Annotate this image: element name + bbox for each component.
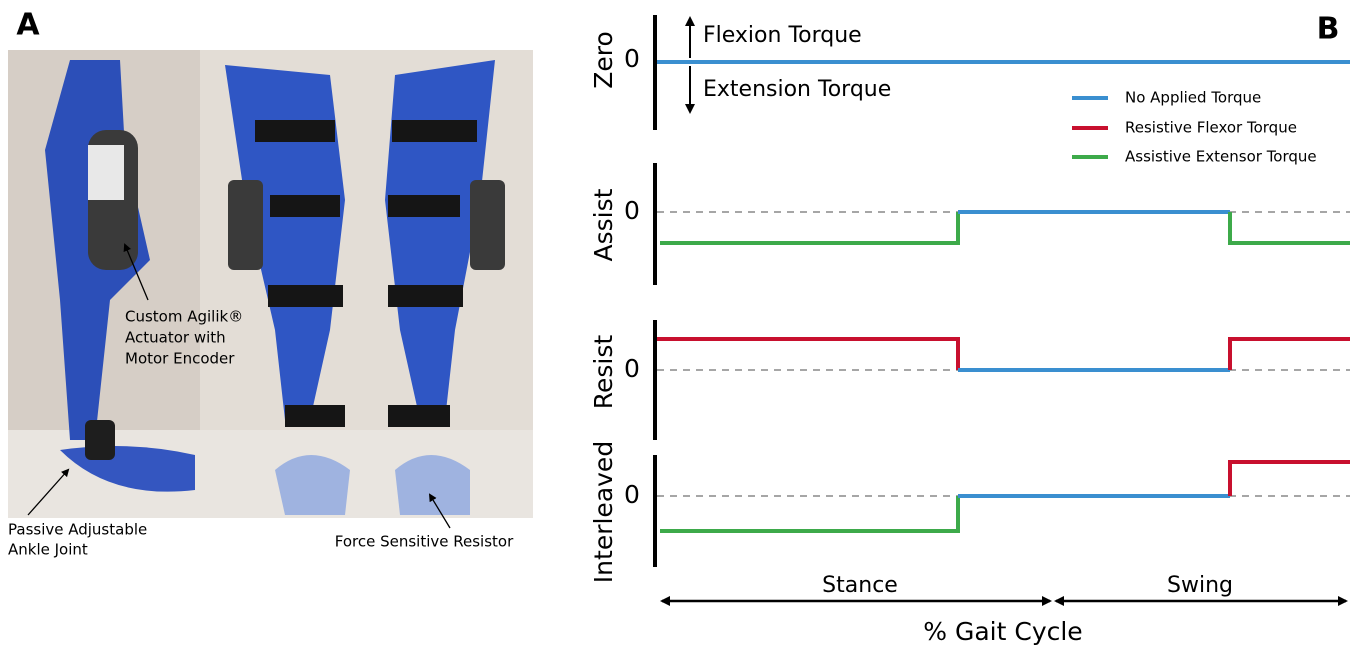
profile	[1230, 339, 1350, 370]
direction-label: Flexion Torque	[703, 23, 862, 48]
x-axis-title: % Gait Cycle	[923, 617, 1082, 646]
annotation: Motor Encoder	[125, 350, 235, 368]
annotation: Force Sensitive Resistor	[335, 533, 514, 551]
profile	[657, 339, 958, 370]
annotation: Actuator with	[125, 329, 226, 347]
legend-label: Assistive Extensor Torque	[1125, 148, 1317, 166]
panel-label: B	[1317, 12, 1340, 47]
profile	[1230, 212, 1350, 243]
zero-tick: 0	[624, 196, 640, 225]
row-label: Zero	[589, 31, 618, 89]
profile	[660, 496, 958, 531]
row-label: Assist	[589, 188, 618, 261]
annotation: Custom Agilik®	[125, 308, 243, 326]
profile	[660, 212, 958, 243]
profile	[1230, 462, 1350, 496]
direction-label: Extension Torque	[703, 77, 891, 102]
row-label: Resist	[589, 335, 618, 410]
phase-label: Stance	[822, 573, 898, 598]
panel-label: A	[16, 8, 40, 43]
annotation: Ankle Joint	[8, 541, 88, 559]
zero-tick: 0	[624, 44, 640, 73]
photo	[8, 50, 533, 518]
row-label: Interleaved	[589, 441, 618, 583]
zero-tick: 0	[624, 480, 640, 509]
legend-label: Resistive Flexor Torque	[1125, 119, 1297, 137]
annotation: Passive Adjustable	[8, 521, 147, 539]
figure: A Custom Agilik® Actuator with Motor Enc…	[0, 0, 1356, 650]
phase-label: Swing	[1167, 573, 1233, 598]
zero-tick: 0	[624, 354, 640, 383]
legend-label: No Applied Torque	[1125, 89, 1261, 107]
